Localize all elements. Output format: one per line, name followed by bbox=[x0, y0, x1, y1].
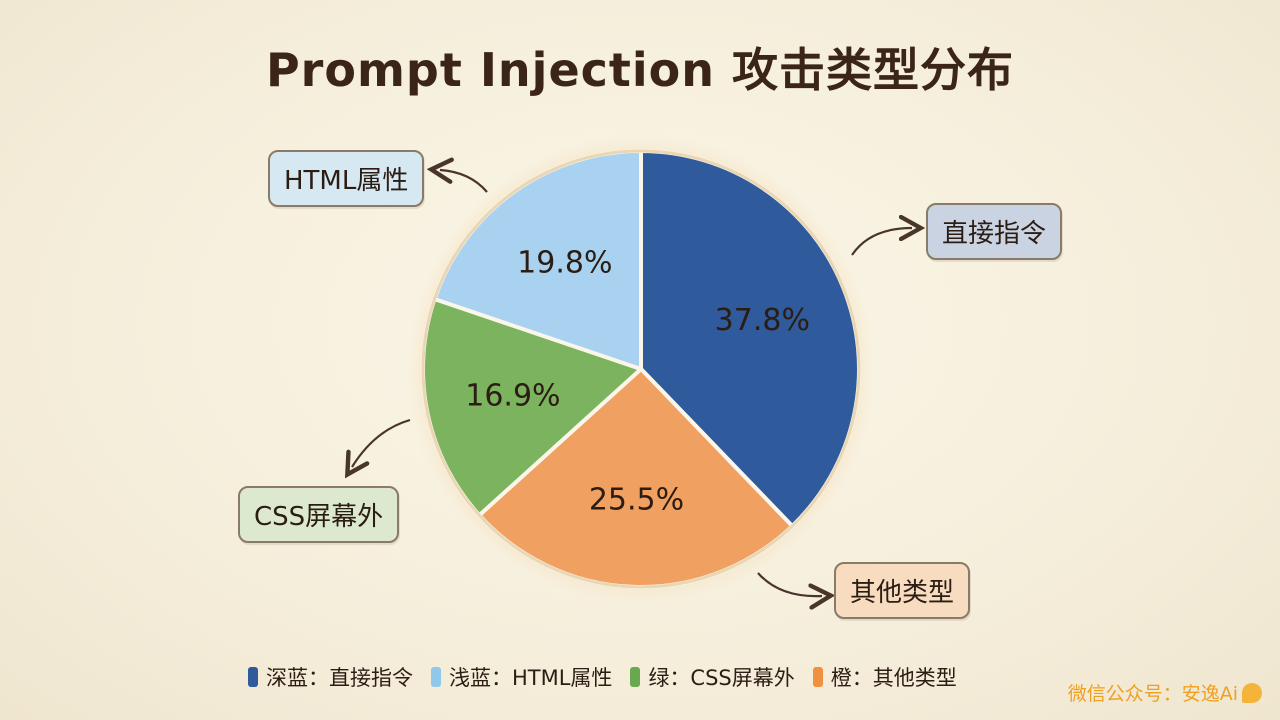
legend-label: 浅蓝：HTML属性 bbox=[449, 666, 613, 690]
legend-label: 深蓝：直接指令 bbox=[266, 666, 413, 690]
legend-item-css-offscreen: 绿：CSS屏幕外 bbox=[630, 662, 795, 692]
callout-other-types: 其他类型 bbox=[834, 562, 971, 619]
legend-item-direct-instruction: 深蓝：直接指令 bbox=[248, 662, 413, 692]
slice-label-other-types: 25.5% bbox=[589, 483, 684, 518]
legend: 深蓝：直接指令 浅蓝：HTML属性 绿：CSS屏幕外 橙：其他类型 bbox=[248, 662, 975, 692]
legend-swatch bbox=[431, 667, 441, 687]
pie-outline bbox=[421, 149, 861, 589]
callout-direct-instruction: 直接指令 bbox=[926, 203, 1063, 260]
watermark: 微信公众号：安逸Ai bbox=[1068, 679, 1262, 706]
legend-label: 橙：其他类型 bbox=[830, 666, 957, 690]
arrow-html-attribute bbox=[440, 170, 488, 193]
callout-html-attribute: HTML属性 bbox=[268, 150, 425, 207]
slice-label-direct-instruction: 37.8% bbox=[715, 303, 810, 338]
legend-label: 绿：CSS屏幕外 bbox=[648, 666, 795, 690]
callout-css-offscreen: CSS屏幕外 bbox=[238, 486, 400, 543]
legend-swatch bbox=[630, 667, 641, 687]
legend-swatch bbox=[812, 667, 823, 687]
arrow-css-offscreen bbox=[352, 418, 411, 467]
chart-title: Prompt Injection 攻击类型分布 bbox=[265, 43, 1015, 97]
arrow-direct-instruction bbox=[851, 228, 912, 256]
watermark-logo-icon bbox=[1242, 682, 1262, 703]
watermark-text: 微信公众号：安逸Ai bbox=[1067, 683, 1238, 705]
legend-item-html-attribute: 浅蓝：HTML属性 bbox=[431, 662, 612, 692]
arrow-other-types bbox=[757, 572, 822, 596]
slice-label-html-attribute: 19.8% bbox=[517, 246, 612, 281]
legend-swatch bbox=[248, 667, 258, 687]
slice-label-css-offscreen: 16.9% bbox=[465, 379, 560, 414]
legend-item-other-types: 橙：其他类型 bbox=[812, 662, 957, 692]
